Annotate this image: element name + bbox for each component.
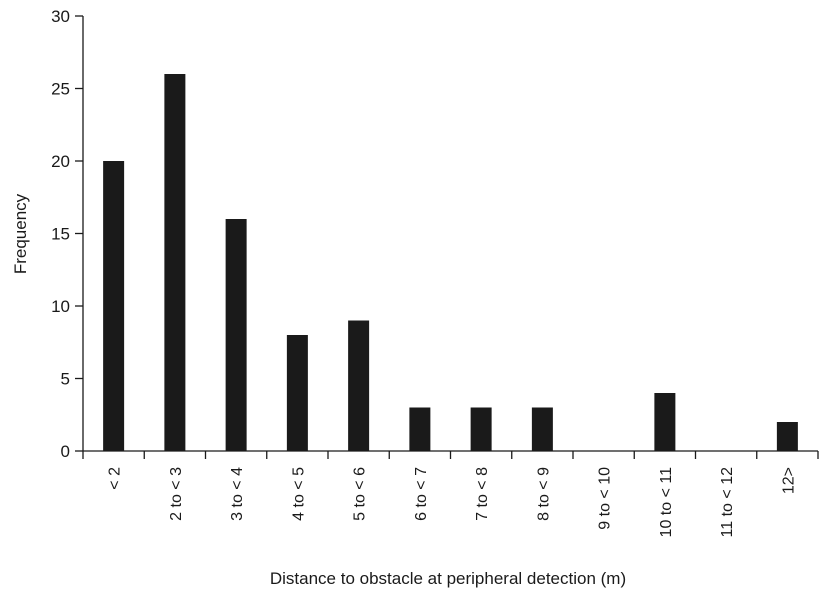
y-tick-label: 5: [61, 370, 70, 389]
bar: [225, 219, 247, 451]
x-axis: [82, 450, 819, 459]
x-tick-label: 7 to < 8: [474, 467, 491, 521]
x-tick-label: 6 to < 7: [413, 467, 430, 521]
bar: [103, 161, 125, 451]
bar: [470, 407, 492, 451]
x-tick-label: 3 to < 4: [229, 467, 246, 521]
bar: [654, 393, 676, 451]
x-tick-label: 9 to < 10: [597, 467, 614, 530]
bar: [348, 320, 370, 451]
bars: [103, 74, 798, 451]
x-tick-label: 11 to < 12: [719, 467, 736, 538]
y-tick-label: 0: [61, 442, 70, 461]
y-tick-label: 15: [51, 225, 70, 244]
y-tick-label: 10: [51, 297, 70, 316]
y-axis-title: Frequency: [11, 193, 30, 274]
bar: [409, 407, 431, 451]
x-tick-label: 4 to < 5: [290, 467, 307, 521]
y-tick-label: 30: [51, 7, 70, 26]
y-tick-label: 20: [51, 152, 70, 171]
y-axis: 0 5 10 15 20 25 30: [51, 7, 84, 461]
x-tick-labels: < 2 2 to < 3 3 to < 4 4 to < 5 5 to < 6 6 to …: [107, 467, 798, 538]
bar: [164, 74, 186, 451]
y-tick-label: 25: [51, 80, 70, 99]
x-tick-label: < 2: [107, 467, 124, 490]
x-tick-label: 12>: [780, 467, 797, 494]
x-tick-label: 2 to < 3: [168, 467, 185, 521]
x-tick-label: 8 to < 9: [535, 467, 552, 521]
x-tick-label: 5 to < 6: [352, 467, 369, 521]
bar: [531, 407, 553, 451]
x-tick-label: 10 to < 11: [658, 467, 675, 538]
bar: [776, 422, 798, 451]
x-axis-title: Distance to obstacle at peripheral detec…: [270, 569, 626, 588]
bar: [286, 335, 308, 451]
